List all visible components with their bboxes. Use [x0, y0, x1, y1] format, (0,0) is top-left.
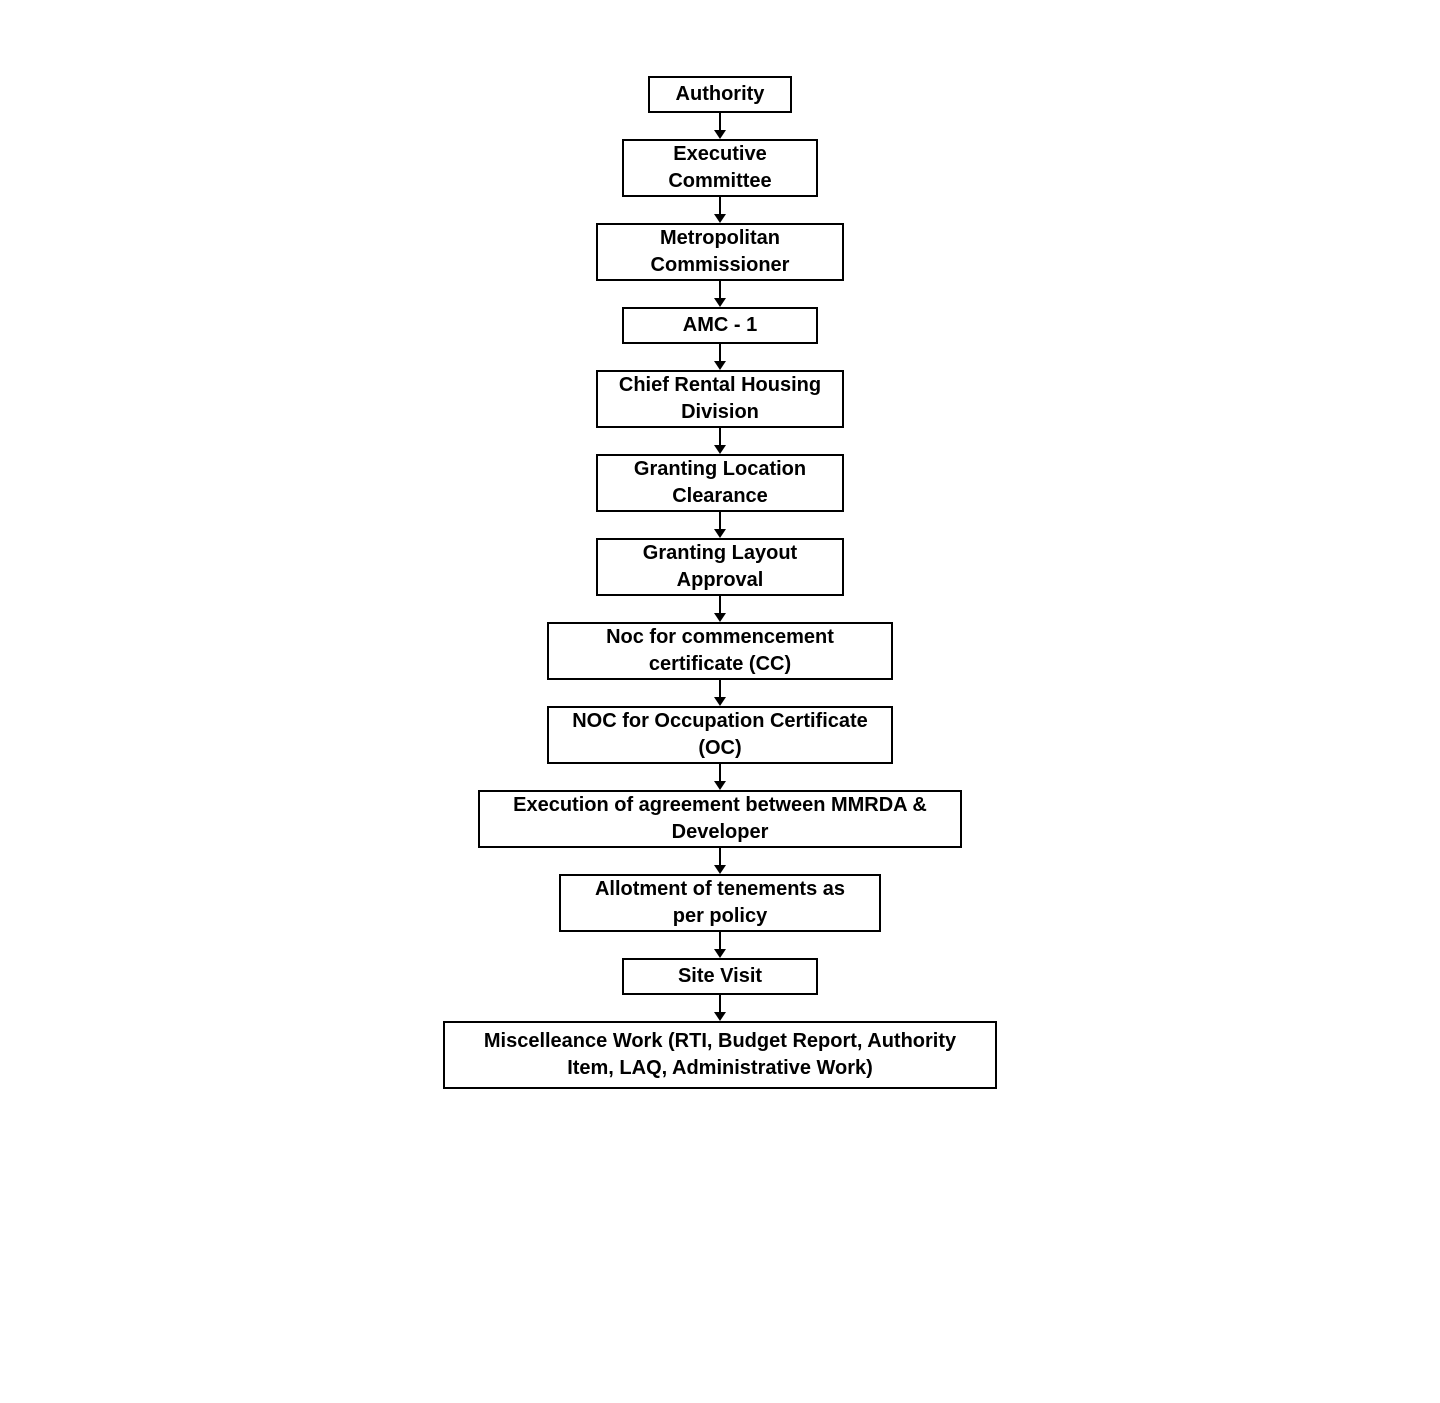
node-label: AMC - 1 [683, 312, 757, 339]
node-label: Allotment of tenements as per policy [579, 876, 861, 930]
arrow-down [714, 197, 726, 223]
arrow-down [714, 932, 726, 958]
node-label: NOC for Occupation Certificate (OC) [567, 708, 873, 762]
arrow-down [714, 848, 726, 874]
node-allotment: Allotment of tenements as per policy [559, 874, 881, 932]
node-label: Metropolitan Commissioner [616, 225, 824, 279]
node-misc-work: Miscelleance Work (RTI, Budget Report, A… [443, 1021, 997, 1089]
node-site-visit: Site Visit [622, 958, 818, 995]
node-label: Execution of agreement between MMRDA & D… [498, 792, 942, 846]
arrow-down [714, 764, 726, 790]
node-chief-rental-housing: Chief Rental Housing Division [596, 370, 844, 428]
node-authority: Authority [648, 76, 792, 113]
node-label: Miscelleance Work (RTI, Budget Report, A… [463, 1028, 977, 1082]
flowchart: Authority Executive Committee Metropolitan… [443, 76, 997, 1089]
arrow-down [714, 113, 726, 139]
arrow-down [714, 344, 726, 370]
arrow-down [714, 680, 726, 706]
node-label: Granting Layout Approval [616, 540, 824, 594]
node-label: Noc for commencement certificate (CC) [567, 624, 873, 678]
node-label: Granting Location Clearance [616, 456, 824, 510]
node-label: Authority [676, 81, 765, 108]
node-amc-1: AMC - 1 [622, 307, 818, 344]
node-label: Executive Committee [642, 141, 798, 195]
node-label: Site Visit [678, 963, 762, 990]
node-location-clearance: Granting Location Clearance [596, 454, 844, 512]
arrow-down [714, 512, 726, 538]
node-layout-approval: Granting Layout Approval [596, 538, 844, 596]
node-executive-committee: Executive Committee [622, 139, 818, 197]
arrow-down [714, 428, 726, 454]
canvas: Authority Executive Committee Metropolitan… [0, 0, 1440, 1403]
node-metropolitan-commissioner: Metropolitan Commissioner [596, 223, 844, 281]
arrow-down [714, 596, 726, 622]
node-noc-oc: NOC for Occupation Certificate (OC) [547, 706, 893, 764]
node-noc-cc: Noc for commencement certificate (CC) [547, 622, 893, 680]
node-agreement: Execution of agreement between MMRDA & D… [478, 790, 962, 848]
node-label: Chief Rental Housing Division [616, 372, 824, 426]
arrow-down [714, 281, 726, 307]
arrow-down [714, 995, 726, 1021]
